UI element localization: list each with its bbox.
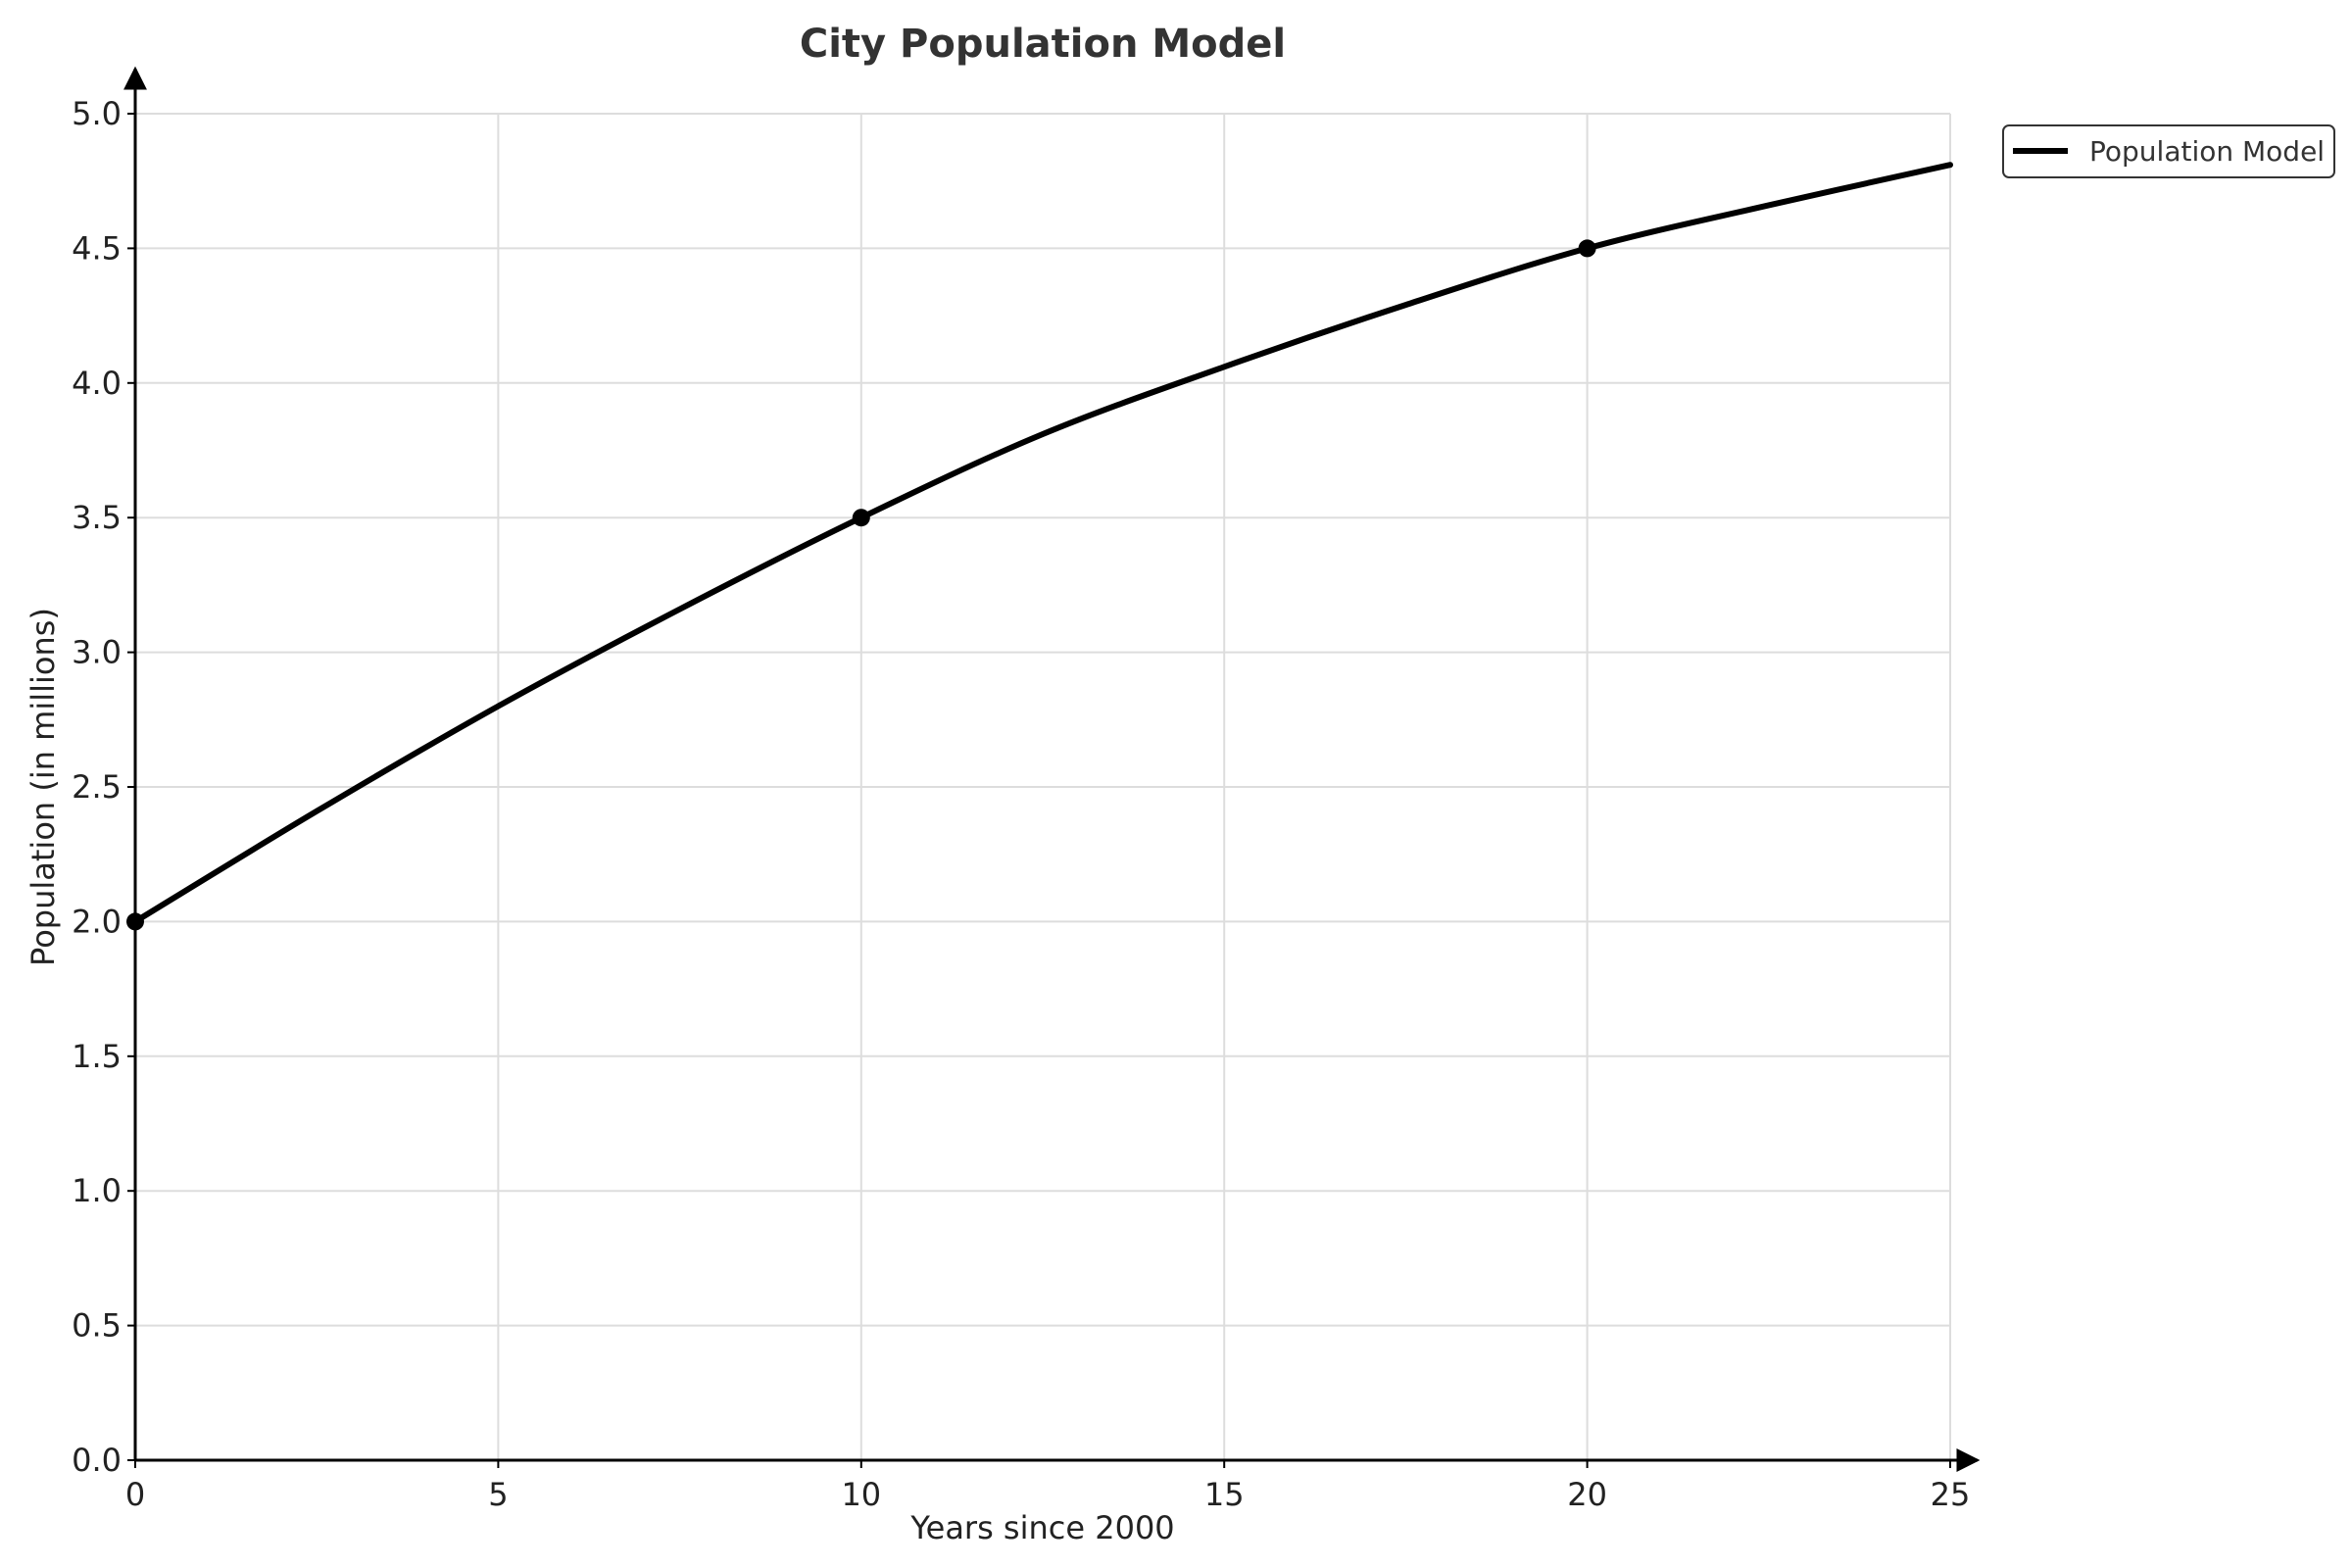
y-tick-label: 2.5 [72,768,122,806]
y-tick-label: 4.0 [72,365,122,402]
y-tick-label: 4.5 [72,229,122,267]
x-tick-label: 15 [1204,1476,1245,1513]
x-tick-label: 5 [488,1476,508,1513]
y-tick-label: 2.0 [72,903,122,940]
y-tick-label: 5.0 [72,95,122,132]
legend-frame [2002,124,2335,178]
data-point-marker [126,912,144,931]
y-tick-label: 1.0 [72,1172,122,1209]
x-tick-label: 20 [1567,1476,1607,1513]
y-tick-label: 0.0 [72,1442,122,1479]
tick-labels: 0 5 10 15 20 25 0.0 0.5 1.0 1.5 2.0 2.5 3.0 3.5 4.0 4.5… [72,95,1970,1513]
data-markers [126,239,1596,931]
x-tick-label: 25 [1931,1476,1971,1513]
y-tick-label: 1.5 [72,1038,122,1075]
legend: Population Model [2002,124,2335,178]
data-point-marker [1578,239,1596,258]
x-tick-label: 0 [125,1476,145,1513]
y-tick-label: 3.5 [72,499,122,536]
chart-title: City Population Model [800,22,1286,67]
axes [123,66,1981,1472]
data-point-marker [852,509,870,527]
series [132,162,1953,925]
grid [134,113,1951,1461]
y-tick-label: 0.5 [72,1307,122,1345]
x-axis-label: Years since 2000 [909,1509,1174,1546]
series-line-population-model [132,162,1953,925]
y-axis-label: Population (in millions) [24,608,62,966]
x-tick-label: 10 [841,1476,881,1513]
legend-label: Population Model [2089,135,2325,168]
y-tick-label: 3.0 [72,634,122,671]
